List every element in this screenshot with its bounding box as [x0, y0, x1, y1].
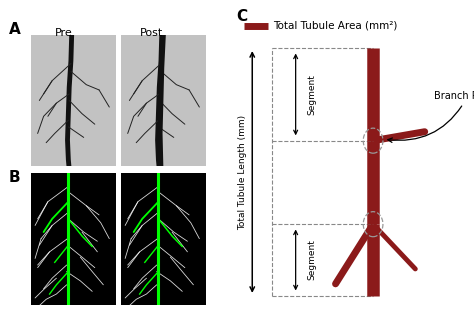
Text: Segment: Segment: [307, 240, 316, 280]
Text: Pre: Pre: [55, 28, 73, 38]
Text: Branch Points: Branch Points: [388, 91, 474, 142]
Text: C: C: [236, 9, 247, 24]
Text: Segment: Segment: [307, 74, 316, 115]
Text: A: A: [9, 22, 20, 37]
Text: Total Tubule Area (mm²): Total Tubule Area (mm²): [273, 21, 398, 31]
Text: Post: Post: [140, 28, 164, 38]
Text: B: B: [9, 170, 20, 185]
Text: Total Tubule Length (mm): Total Tubule Length (mm): [237, 114, 246, 230]
